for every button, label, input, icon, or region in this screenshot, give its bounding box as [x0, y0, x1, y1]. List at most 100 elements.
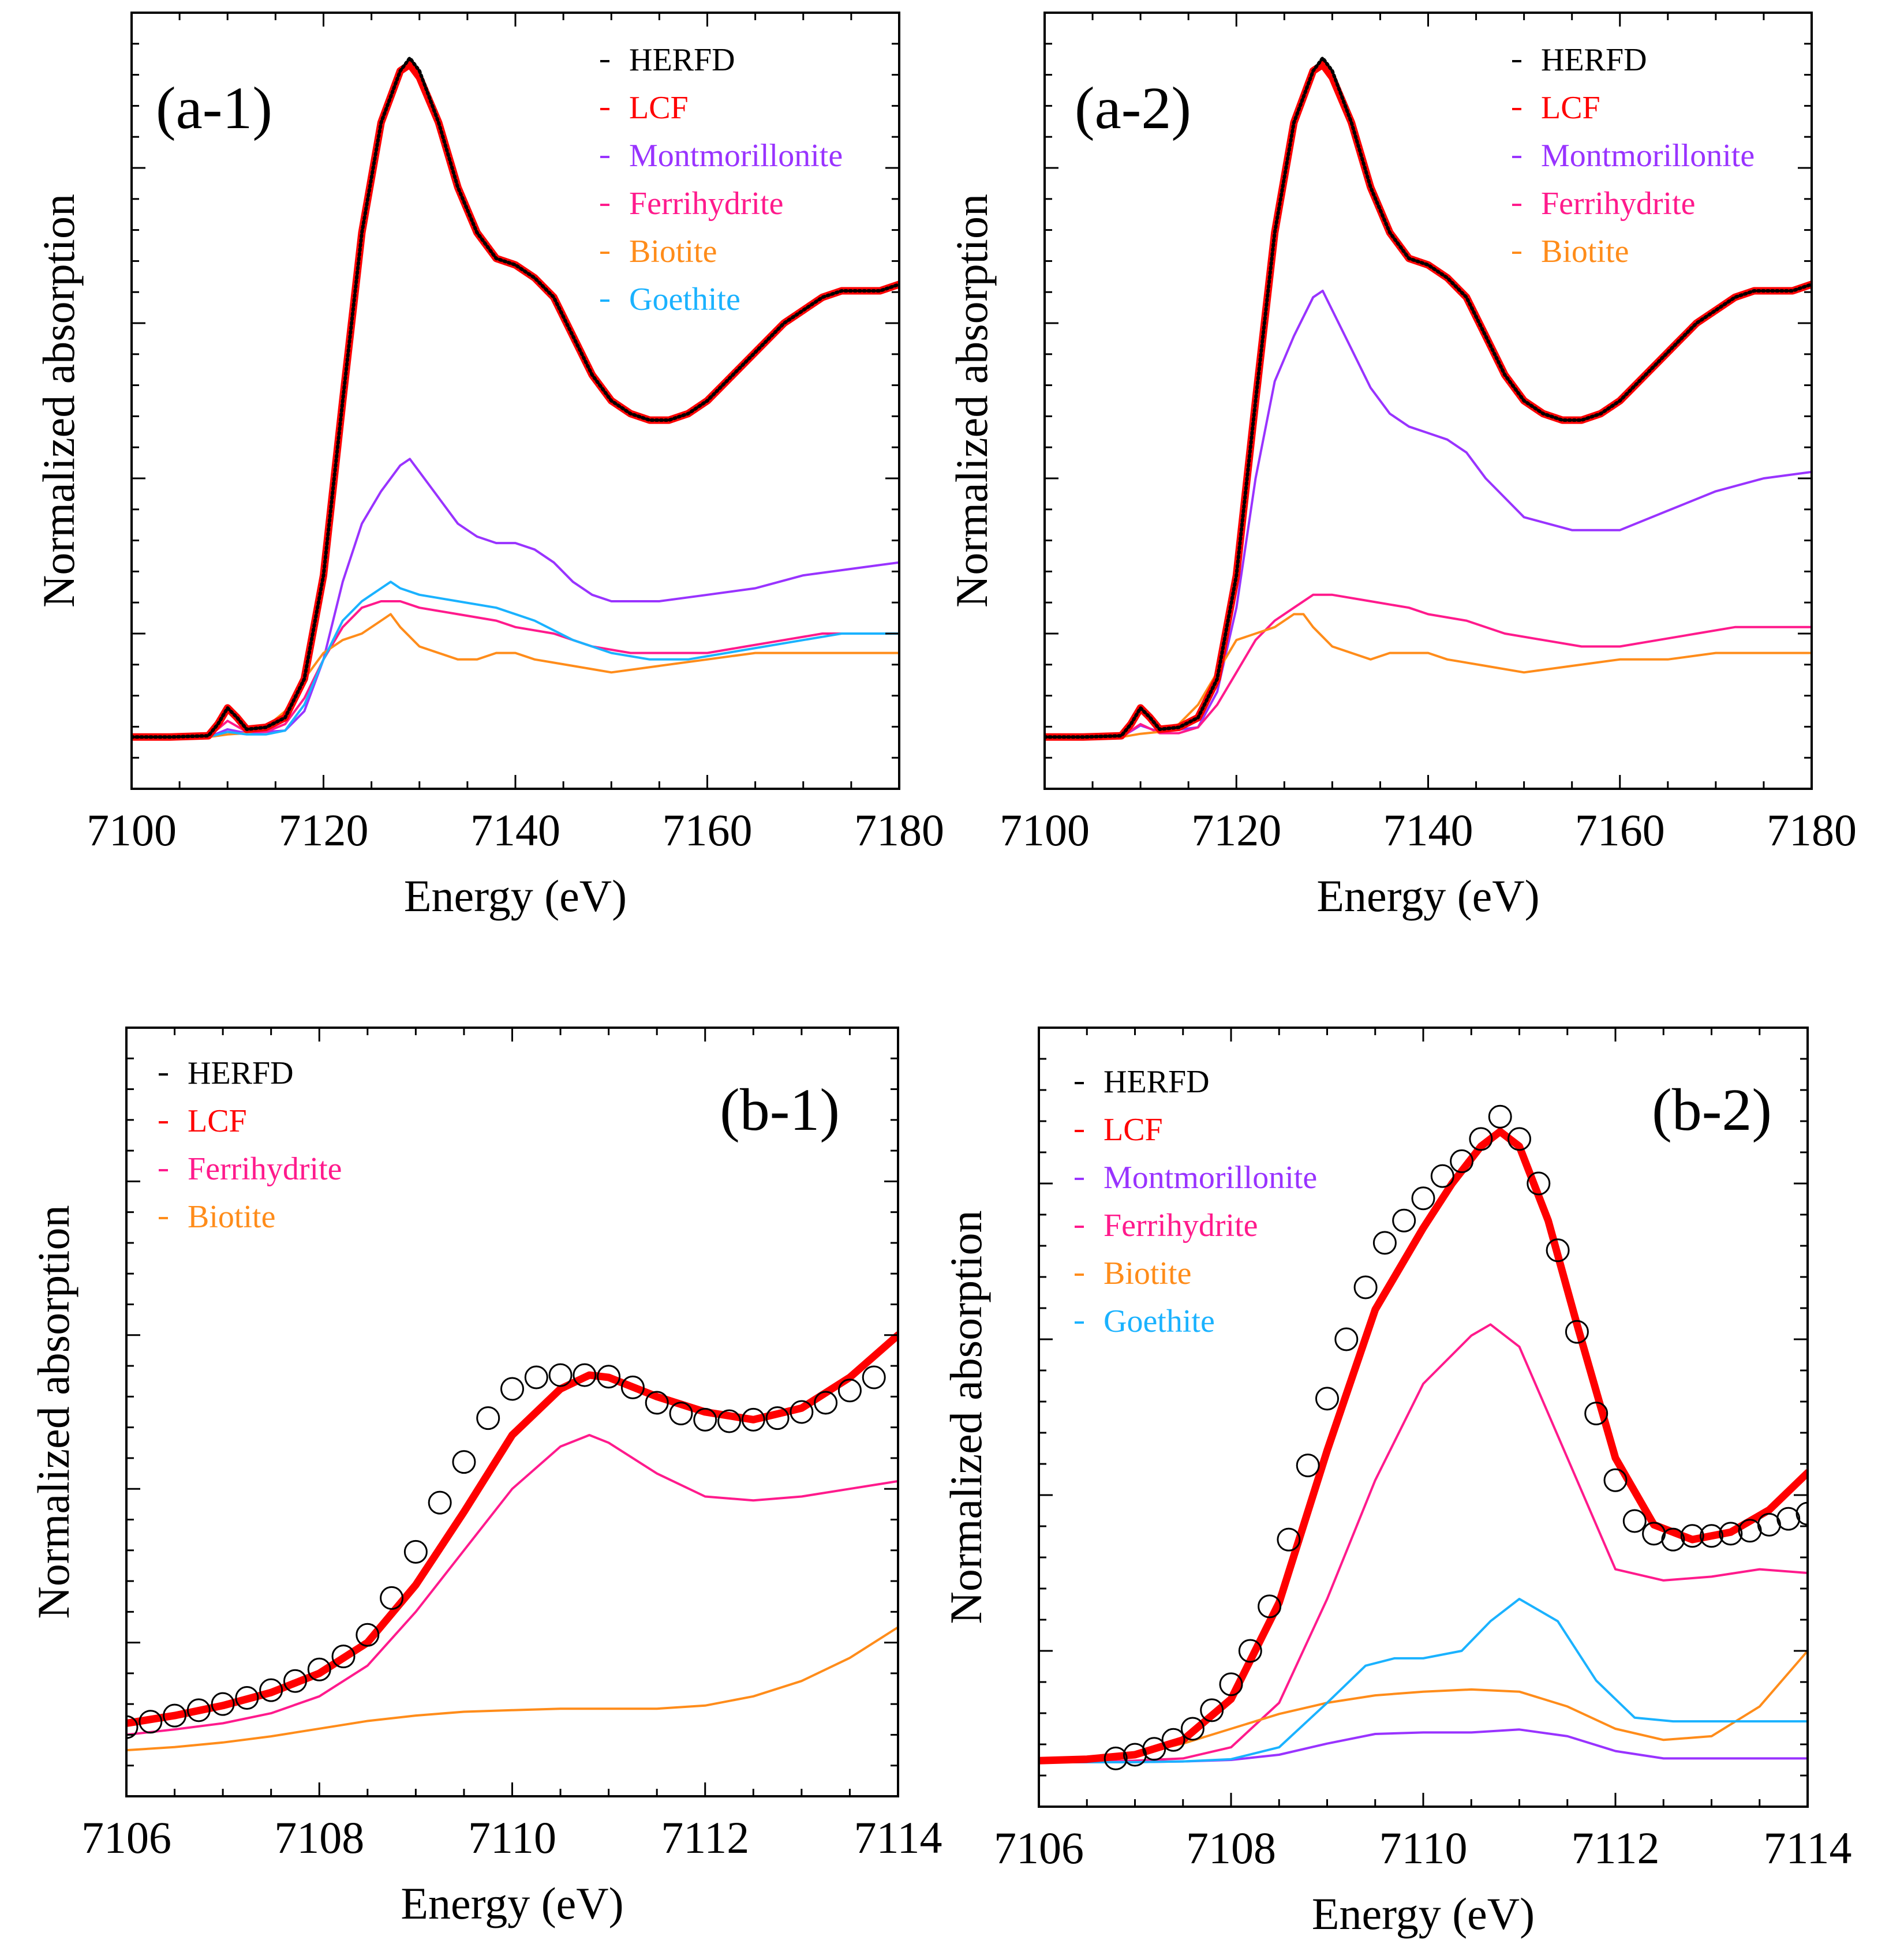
- data-point: [669, 1402, 693, 1426]
- data-point: [500, 1377, 524, 1401]
- legend-label: Biotite: [1541, 234, 1629, 269]
- legend-item-goethite: Goethite: [600, 282, 740, 317]
- data-point: [645, 1391, 669, 1415]
- legend-item-ferrihydrite: Ferrihydrite: [1512, 186, 1695, 222]
- series-biotite: [126, 1626, 898, 1752]
- data-point: [1104, 1746, 1128, 1770]
- legend-label: Montmorillonite: [629, 138, 843, 174]
- data-point: [814, 1391, 838, 1415]
- data-point: [211, 1692, 235, 1716]
- data-point: [1469, 1127, 1493, 1151]
- legend-item-lcf: LCF: [600, 90, 689, 126]
- data-point: [1142, 1737, 1166, 1761]
- plot-frame: [1043, 12, 1813, 790]
- legend-label: LCF: [1104, 1112, 1163, 1148]
- series-goethite: [132, 580, 899, 739]
- x-tick-label: 7140: [1383, 805, 1473, 855]
- data-point: [1661, 1527, 1685, 1552]
- data-point: [356, 1623, 380, 1647]
- y-axis-title: Normalized absorption: [947, 194, 997, 608]
- legend-label: HERFD: [1541, 42, 1647, 78]
- tick-layer: 7106 7108 7110 7112 7114: [81, 1027, 942, 1863]
- series-line: [132, 580, 899, 739]
- series-goethite: [1039, 1598, 1808, 1763]
- x-tick-label: 7110: [1379, 1823, 1467, 1873]
- series-line: [1039, 1323, 1808, 1763]
- data-point: [259, 1678, 283, 1702]
- x-tick-label: 7114: [1763, 1823, 1851, 1873]
- legend-label: HERFD: [188, 1055, 294, 1091]
- y-axis-title: Normalized absorption: [33, 194, 84, 608]
- data-point: [1584, 1402, 1609, 1426]
- data-point: [1430, 1164, 1454, 1188]
- legend-item-herfd: HERFD: [600, 42, 735, 78]
- x-tick-label: 7108: [274, 1812, 364, 1863]
- data-point: [283, 1669, 307, 1693]
- series-line: [126, 1434, 898, 1736]
- data-point: [1546, 1238, 1570, 1263]
- legend-item-ferrihydrite: Ferrihydrite: [1075, 1208, 1258, 1243]
- series-herfd: [132, 56, 899, 739]
- data-point: [790, 1400, 814, 1424]
- legend-item-biotite: Biotite: [1512, 234, 1629, 269]
- series-herfd: [1104, 1104, 1808, 1770]
- x-tick-label: 7114: [854, 1812, 942, 1863]
- data-point: [1353, 1275, 1378, 1299]
- data-point: [1258, 1594, 1282, 1619]
- x-tick-label: 7120: [279, 805, 369, 855]
- legend-label: Ferrihydrite: [1541, 186, 1695, 222]
- series-montmorillonite: [132, 458, 899, 739]
- series-line: [132, 458, 899, 739]
- x-axis-title: Energy (eV): [1312, 1889, 1535, 1939]
- x-tick-label: 7160: [1575, 805, 1665, 855]
- panel-b2: 7106 7108 7110 7112 7114 (b-2) Energy (eV) N…: [941, 1027, 1852, 1939]
- tick-layer: 7100 7120 7140 7160 7180: [1000, 12, 1857, 855]
- legend-label: HERFD: [1104, 1064, 1210, 1100]
- x-tick-label: 7108: [1186, 1823, 1276, 1873]
- data-point: [1700, 1524, 1723, 1548]
- panel-b1: 7106 7108 7110 7112 7114 (b-1) Energy (eV) N…: [28, 1027, 942, 1928]
- data-point: [1315, 1387, 1339, 1411]
- data-point: [548, 1363, 573, 1387]
- series-line: [1045, 290, 1812, 739]
- data-point: [1488, 1104, 1512, 1129]
- data-point: [597, 1365, 621, 1389]
- tick-layer: 7100 7120 7140 7160 7180: [87, 12, 944, 855]
- panel-a1: 7100 7120 7140 7160 7180 (a-1) Energy (eV) N…: [33, 12, 944, 921]
- x-tick-label: 7106: [81, 1812, 171, 1863]
- data-point: [1450, 1149, 1474, 1173]
- legend-item-goethite: Goethite: [1075, 1304, 1215, 1339]
- legend-label: Montmorillonite: [1104, 1160, 1317, 1196]
- legend-item-lcf: LCF: [159, 1103, 247, 1139]
- plot-frame: [1038, 1027, 1809, 1808]
- series-line: [1039, 1128, 1808, 1765]
- data-point: [139, 1710, 163, 1734]
- legend-label: Ferrihydrite: [1104, 1208, 1258, 1243]
- data-point: [573, 1363, 597, 1387]
- legend-item-ferrihydrite: Ferrihydrite: [159, 1151, 342, 1187]
- x-tick-label: 7120: [1191, 805, 1281, 855]
- series-montmorillonite: [1045, 290, 1812, 739]
- series-ferrihydrite: [126, 1434, 898, 1736]
- x-tick-label: 7140: [470, 805, 560, 855]
- data-point: [765, 1406, 790, 1430]
- data-point: [837, 1379, 862, 1403]
- data-point: [524, 1365, 548, 1389]
- series-ferrihydrite: [1045, 593, 1812, 739]
- legend-label: LCF: [629, 90, 689, 126]
- data-point: [1795, 1501, 1808, 1526]
- x-tick-label: 7112: [1571, 1823, 1659, 1873]
- x-axis-title: Energy (eV): [401, 1878, 623, 1928]
- legend-label: Ferrihydrite: [188, 1151, 342, 1187]
- data-point: [1296, 1454, 1320, 1478]
- data-point: [1219, 1672, 1243, 1696]
- data-point: [1776, 1507, 1801, 1531]
- data-point: [1603, 1468, 1628, 1492]
- series-biotite: [1045, 613, 1812, 739]
- plot-frame: [125, 1027, 899, 1797]
- legend-item-ferrihydrite: Ferrihydrite: [600, 186, 783, 222]
- data-point: [235, 1686, 259, 1710]
- legend-item-montmorillonite: Montmorillonite: [1512, 138, 1755, 174]
- data-point: [1622, 1509, 1647, 1533]
